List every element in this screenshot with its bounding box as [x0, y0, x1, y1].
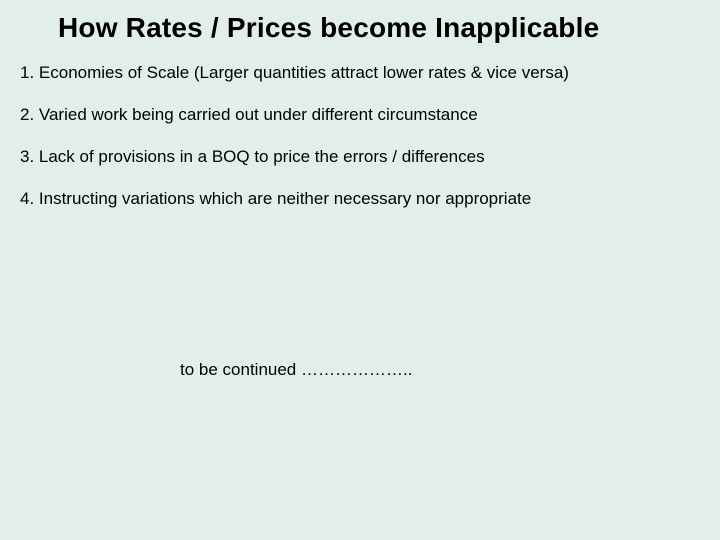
list-item: 4. Instructing variations which are neit…	[20, 188, 700, 210]
list-item: 3. Lack of provisions in a BOQ to price …	[20, 146, 700, 168]
page-title: How Rates / Prices become Inapplicable	[58, 12, 700, 44]
continued-text: to be continued ………………..	[180, 360, 700, 380]
list-item: 1. Economies of Scale (Larger quantities…	[20, 62, 700, 84]
list-item: 2. Varied work being carried out under d…	[20, 104, 700, 126]
